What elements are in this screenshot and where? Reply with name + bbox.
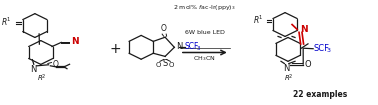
Text: N: N xyxy=(300,25,308,34)
Text: 2 mol% $\it{f}$ac-Ir(ppy)$_3$: 2 mol% $\it{f}$ac-Ir(ppy)$_3$ xyxy=(174,3,236,12)
Text: CH$_3$CN: CH$_3$CN xyxy=(194,54,216,63)
Text: R$^1$: R$^1$ xyxy=(253,14,263,26)
Text: S: S xyxy=(163,59,168,68)
Text: SCF: SCF xyxy=(313,44,330,53)
Text: 3: 3 xyxy=(197,46,200,51)
Text: 22 examples: 22 examples xyxy=(293,90,347,99)
Text: N: N xyxy=(71,37,79,47)
Text: R$^2$: R$^2$ xyxy=(284,72,293,84)
Text: N: N xyxy=(31,65,37,74)
Text: N: N xyxy=(176,42,182,51)
Text: N: N xyxy=(284,64,290,73)
Text: 6W blue LED: 6W blue LED xyxy=(185,30,225,35)
Text: 3: 3 xyxy=(327,48,330,53)
Text: O: O xyxy=(160,24,166,33)
Text: +: + xyxy=(110,42,121,56)
Text: O: O xyxy=(304,60,311,69)
Text: R$^2$: R$^2$ xyxy=(37,73,46,84)
Text: O: O xyxy=(52,60,58,69)
Text: R$^1$: R$^1$ xyxy=(2,16,12,28)
Text: O: O xyxy=(169,62,174,68)
Text: O: O xyxy=(156,62,161,68)
Text: SCF: SCF xyxy=(185,42,199,51)
